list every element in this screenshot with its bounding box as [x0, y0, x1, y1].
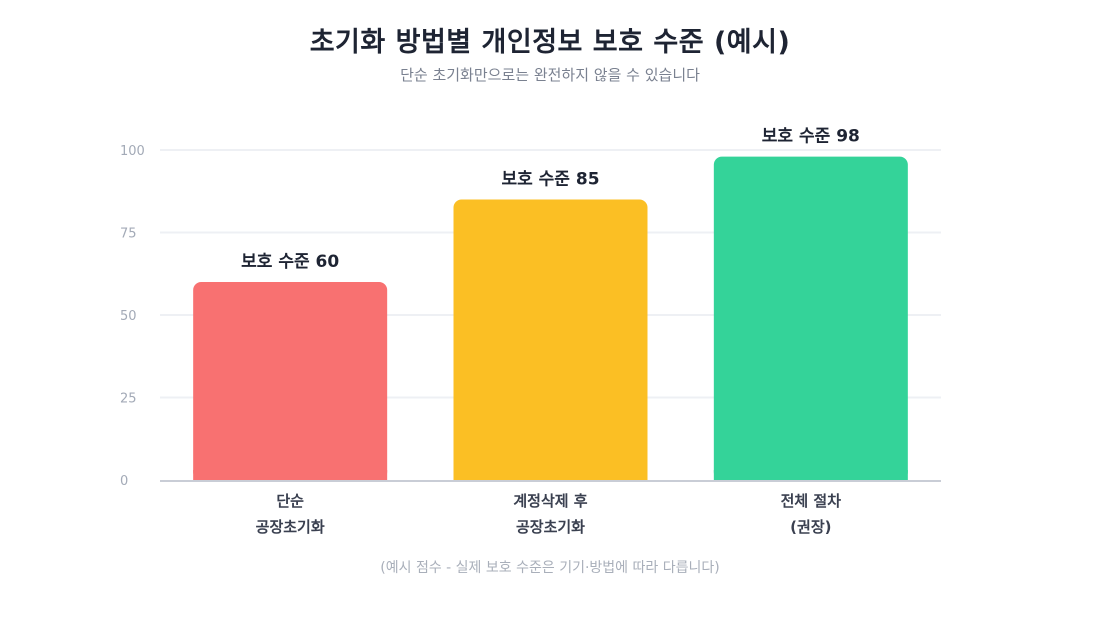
- bar: [193, 282, 388, 480]
- footnote: (예시 점수 - 실제 보호 수준은 기기·방법에 따라 다릅니다): [380, 560, 720, 576]
- chart-subtitle: 단순 초기화만으로는 완전하지 않을 수 있습니다: [400, 66, 700, 84]
- bar: [453, 199, 648, 480]
- x-tick-label: 공장초기화: [516, 518, 585, 536]
- y-tick-label: 75: [120, 227, 137, 242]
- data-label: 보호 수준 60: [241, 252, 339, 272]
- x-tick-label: 계정삭제 후: [513, 492, 587, 510]
- x-tick-label: 공장초기화: [256, 518, 325, 536]
- chart-title: 초기화 방법별 개인정보 보호 수준 (예시): [309, 27, 791, 58]
- x-tick-label: 전체 절차: [781, 492, 842, 510]
- data-label: 보호 수준 85: [501, 170, 599, 190]
- x-tick-label: (권장): [790, 518, 831, 536]
- bar: [713, 156, 908, 480]
- bar-base: [713, 470, 908, 480]
- y-tick-label: 50: [120, 309, 137, 324]
- y-tick-label: 100: [120, 144, 145, 159]
- x-tick-label: 단순: [276, 492, 304, 510]
- y-tick-label: 25: [120, 392, 137, 407]
- y-tick-label: 0: [120, 474, 128, 489]
- data-label: 보호 수준 98: [762, 127, 860, 147]
- bar-base: [453, 470, 648, 480]
- bar-base: [193, 470, 388, 480]
